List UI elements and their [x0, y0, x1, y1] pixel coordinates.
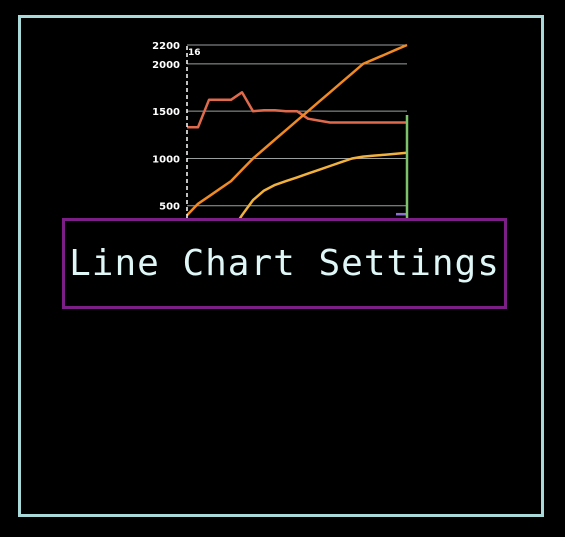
- cursor-label: 16: [188, 48, 201, 58]
- chart-grid: [187, 44, 407, 207]
- y-tick-label: 1500: [152, 107, 180, 118]
- y-tick-label: 1000: [152, 154, 180, 165]
- series-line-3: [229, 151, 408, 233]
- screen-frame: [18, 15, 544, 517]
- banner-title: Line Chart Settings: [69, 243, 500, 284]
- line-chart-settings-banner[interactable]: Line Chart Settings: [62, 218, 507, 309]
- y-tick-label: 2200: [152, 41, 180, 52]
- y-tick-label: 2000: [152, 60, 180, 71]
- y-axis-ticks: 2200 2000 1500 1000 500: [152, 41, 180, 213]
- series-line-1: [187, 91, 407, 129]
- series-line-2: [186, 43, 408, 217]
- y-tick-label: 500: [159, 202, 180, 213]
